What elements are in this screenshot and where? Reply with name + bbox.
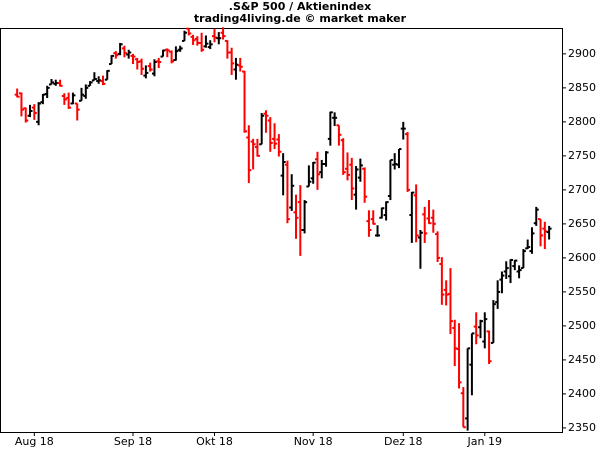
y-tick-label: 2900 [568, 47, 596, 60]
x-tick-label: Aug 18 [15, 435, 54, 448]
chart-subtitle: trading4living.de © market maker [194, 12, 407, 25]
y-tick-label: 2750 [568, 149, 596, 162]
plot-frame [0, 28, 563, 433]
y-tick-label: 2500 [568, 319, 596, 332]
y-tick-label: 2550 [568, 285, 596, 298]
y-tick-label: 2700 [568, 183, 596, 196]
y-tick-label: 2350 [568, 421, 596, 434]
chart-title: .S&P 500 / Aktienindex [229, 0, 371, 13]
y-tick-label: 2650 [568, 217, 596, 230]
y-tick-label: 2600 [568, 251, 596, 264]
y-tick-label: 2450 [568, 353, 596, 366]
y-tick-label: 2800 [568, 115, 596, 128]
y-tick-label: 2400 [568, 387, 596, 400]
x-tick-label: Dez 18 [384, 435, 423, 448]
x-tick-label: Nov 18 [294, 435, 333, 448]
x-tick-label: Jan 19 [467, 435, 502, 448]
y-tick-label: 2850 [568, 81, 596, 94]
x-tick-label: Okt 18 [196, 435, 233, 448]
x-tick-label: Sep 18 [114, 435, 152, 448]
